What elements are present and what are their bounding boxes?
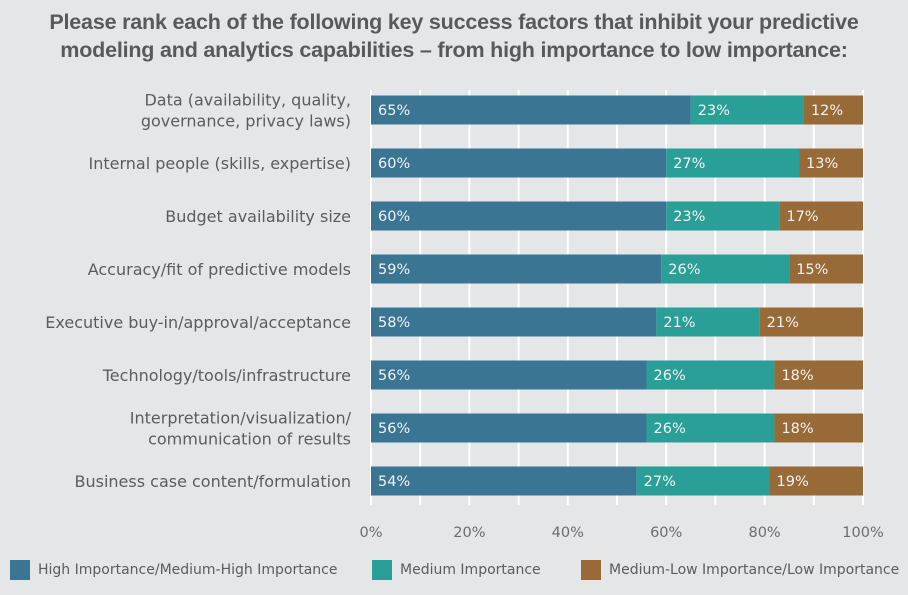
bar-segment bbox=[803, 95, 863, 125]
x-tick-label: 60% bbox=[650, 525, 682, 541]
bar-segment bbox=[646, 413, 775, 443]
data-label: 15% bbox=[796, 262, 828, 278]
data-label: 58% bbox=[378, 315, 410, 331]
x-tick-label: 20% bbox=[453, 525, 485, 541]
bars: 65% 23% 12% 60% 27% 13% 60% 23% 17% 59% 26% 15% 58% 2… bbox=[371, 95, 863, 496]
bar-segment bbox=[759, 307, 863, 337]
category-label: Data (availability, quality, bbox=[144, 91, 351, 110]
data-label: 26% bbox=[668, 262, 700, 278]
legend-label-medium: Medium Importance bbox=[400, 562, 541, 578]
category-label: Business case content/formulation bbox=[75, 472, 352, 491]
data-label: 56% bbox=[378, 368, 410, 384]
legend-swatch-low bbox=[581, 560, 601, 580]
bar-segment bbox=[371, 95, 691, 125]
bar-segment bbox=[371, 201, 667, 231]
data-label: 18% bbox=[781, 421, 813, 437]
x-tick-label: 100% bbox=[842, 525, 883, 541]
category-label: Budget availability size bbox=[165, 207, 351, 226]
data-label: 60% bbox=[378, 209, 410, 225]
data-label: 26% bbox=[654, 421, 686, 437]
x-axis-ticks: 0% 20% 40% 60% 80% 100% bbox=[359, 525, 883, 541]
category-label: Technology/tools/infrastructure bbox=[102, 366, 351, 385]
bar-segment bbox=[666, 148, 800, 178]
bar-segment bbox=[789, 254, 863, 284]
bar-segment bbox=[690, 95, 804, 125]
chart-title-line-1: Please rank each of the following key su… bbox=[49, 10, 859, 34]
bar-segment bbox=[666, 201, 780, 231]
data-label: 56% bbox=[378, 421, 410, 437]
category-label: Executive buy-in/approval/acceptance bbox=[45, 313, 351, 332]
data-label: 23% bbox=[698, 103, 730, 119]
chart-title: Please rank each of the following key su… bbox=[0, 8, 908, 64]
bar-segment bbox=[371, 307, 657, 337]
data-label: 27% bbox=[644, 474, 676, 490]
legend-swatch-high bbox=[10, 560, 30, 580]
legend-label-high: High Importance/Medium-High Importance bbox=[38, 562, 338, 578]
legend-item-low: Medium-Low Importance/Low Importance bbox=[581, 560, 899, 580]
bar-segment bbox=[371, 413, 647, 443]
legend-item-high: High Importance/Medium-High Importance bbox=[10, 560, 337, 580]
bar-segment bbox=[656, 307, 760, 337]
bar-segment bbox=[371, 148, 667, 178]
data-label: 19% bbox=[777, 474, 809, 490]
chart-title-line-2: modeling and analytics capabilities – fr… bbox=[60, 38, 848, 62]
category-label: Accuracy/fit of predictive models bbox=[88, 260, 351, 279]
bar-segment bbox=[371, 254, 662, 284]
bar-segment bbox=[371, 360, 647, 390]
data-label: 60% bbox=[378, 156, 410, 172]
x-tick-label: 40% bbox=[552, 525, 584, 541]
data-label: 21% bbox=[767, 315, 799, 331]
category-labels: Data (availability, quality, governance, … bbox=[45, 91, 351, 492]
data-label: 59% bbox=[378, 262, 410, 278]
data-label: 13% bbox=[806, 156, 838, 172]
data-label: 17% bbox=[786, 209, 818, 225]
data-label: 23% bbox=[673, 209, 705, 225]
category-label: Interpretation/visualization/ bbox=[130, 409, 352, 428]
data-label: 54% bbox=[378, 474, 410, 490]
data-label: 21% bbox=[663, 315, 695, 331]
data-label: 12% bbox=[811, 103, 843, 119]
bar-segment bbox=[371, 466, 637, 496]
legend: High Importance/Medium-High Importance M… bbox=[0, 560, 908, 584]
category-label: Internal people (skills, expertise) bbox=[88, 154, 351, 173]
legend-label-low: Medium-Low Importance/Low Importance bbox=[609, 562, 900, 578]
x-tick-label: 0% bbox=[359, 525, 382, 541]
legend-swatch-medium bbox=[372, 560, 392, 580]
bar-segment bbox=[769, 466, 863, 496]
category-label: governance, privacy laws) bbox=[141, 112, 351, 131]
data-label: 18% bbox=[781, 368, 813, 384]
bar-segment bbox=[646, 360, 775, 390]
data-label: 26% bbox=[654, 368, 686, 384]
legend-item-medium: Medium Importance bbox=[372, 560, 541, 580]
data-label: 27% bbox=[673, 156, 705, 172]
bar-segment bbox=[779, 201, 863, 231]
bar-segment bbox=[799, 148, 863, 178]
stacked-bar-chart: 65% 23% 12% 60% 27% 13% 60% 23% 17% 59% 26% 15% 58% 2… bbox=[45, 90, 884, 541]
category-label: communication of results bbox=[148, 430, 351, 449]
bar-segment bbox=[661, 254, 790, 284]
data-label: 65% bbox=[378, 103, 410, 119]
x-tick-label: 80% bbox=[748, 525, 780, 541]
bar-segment bbox=[636, 466, 770, 496]
bar-segment bbox=[774, 413, 863, 443]
bar-segment bbox=[774, 360, 863, 390]
